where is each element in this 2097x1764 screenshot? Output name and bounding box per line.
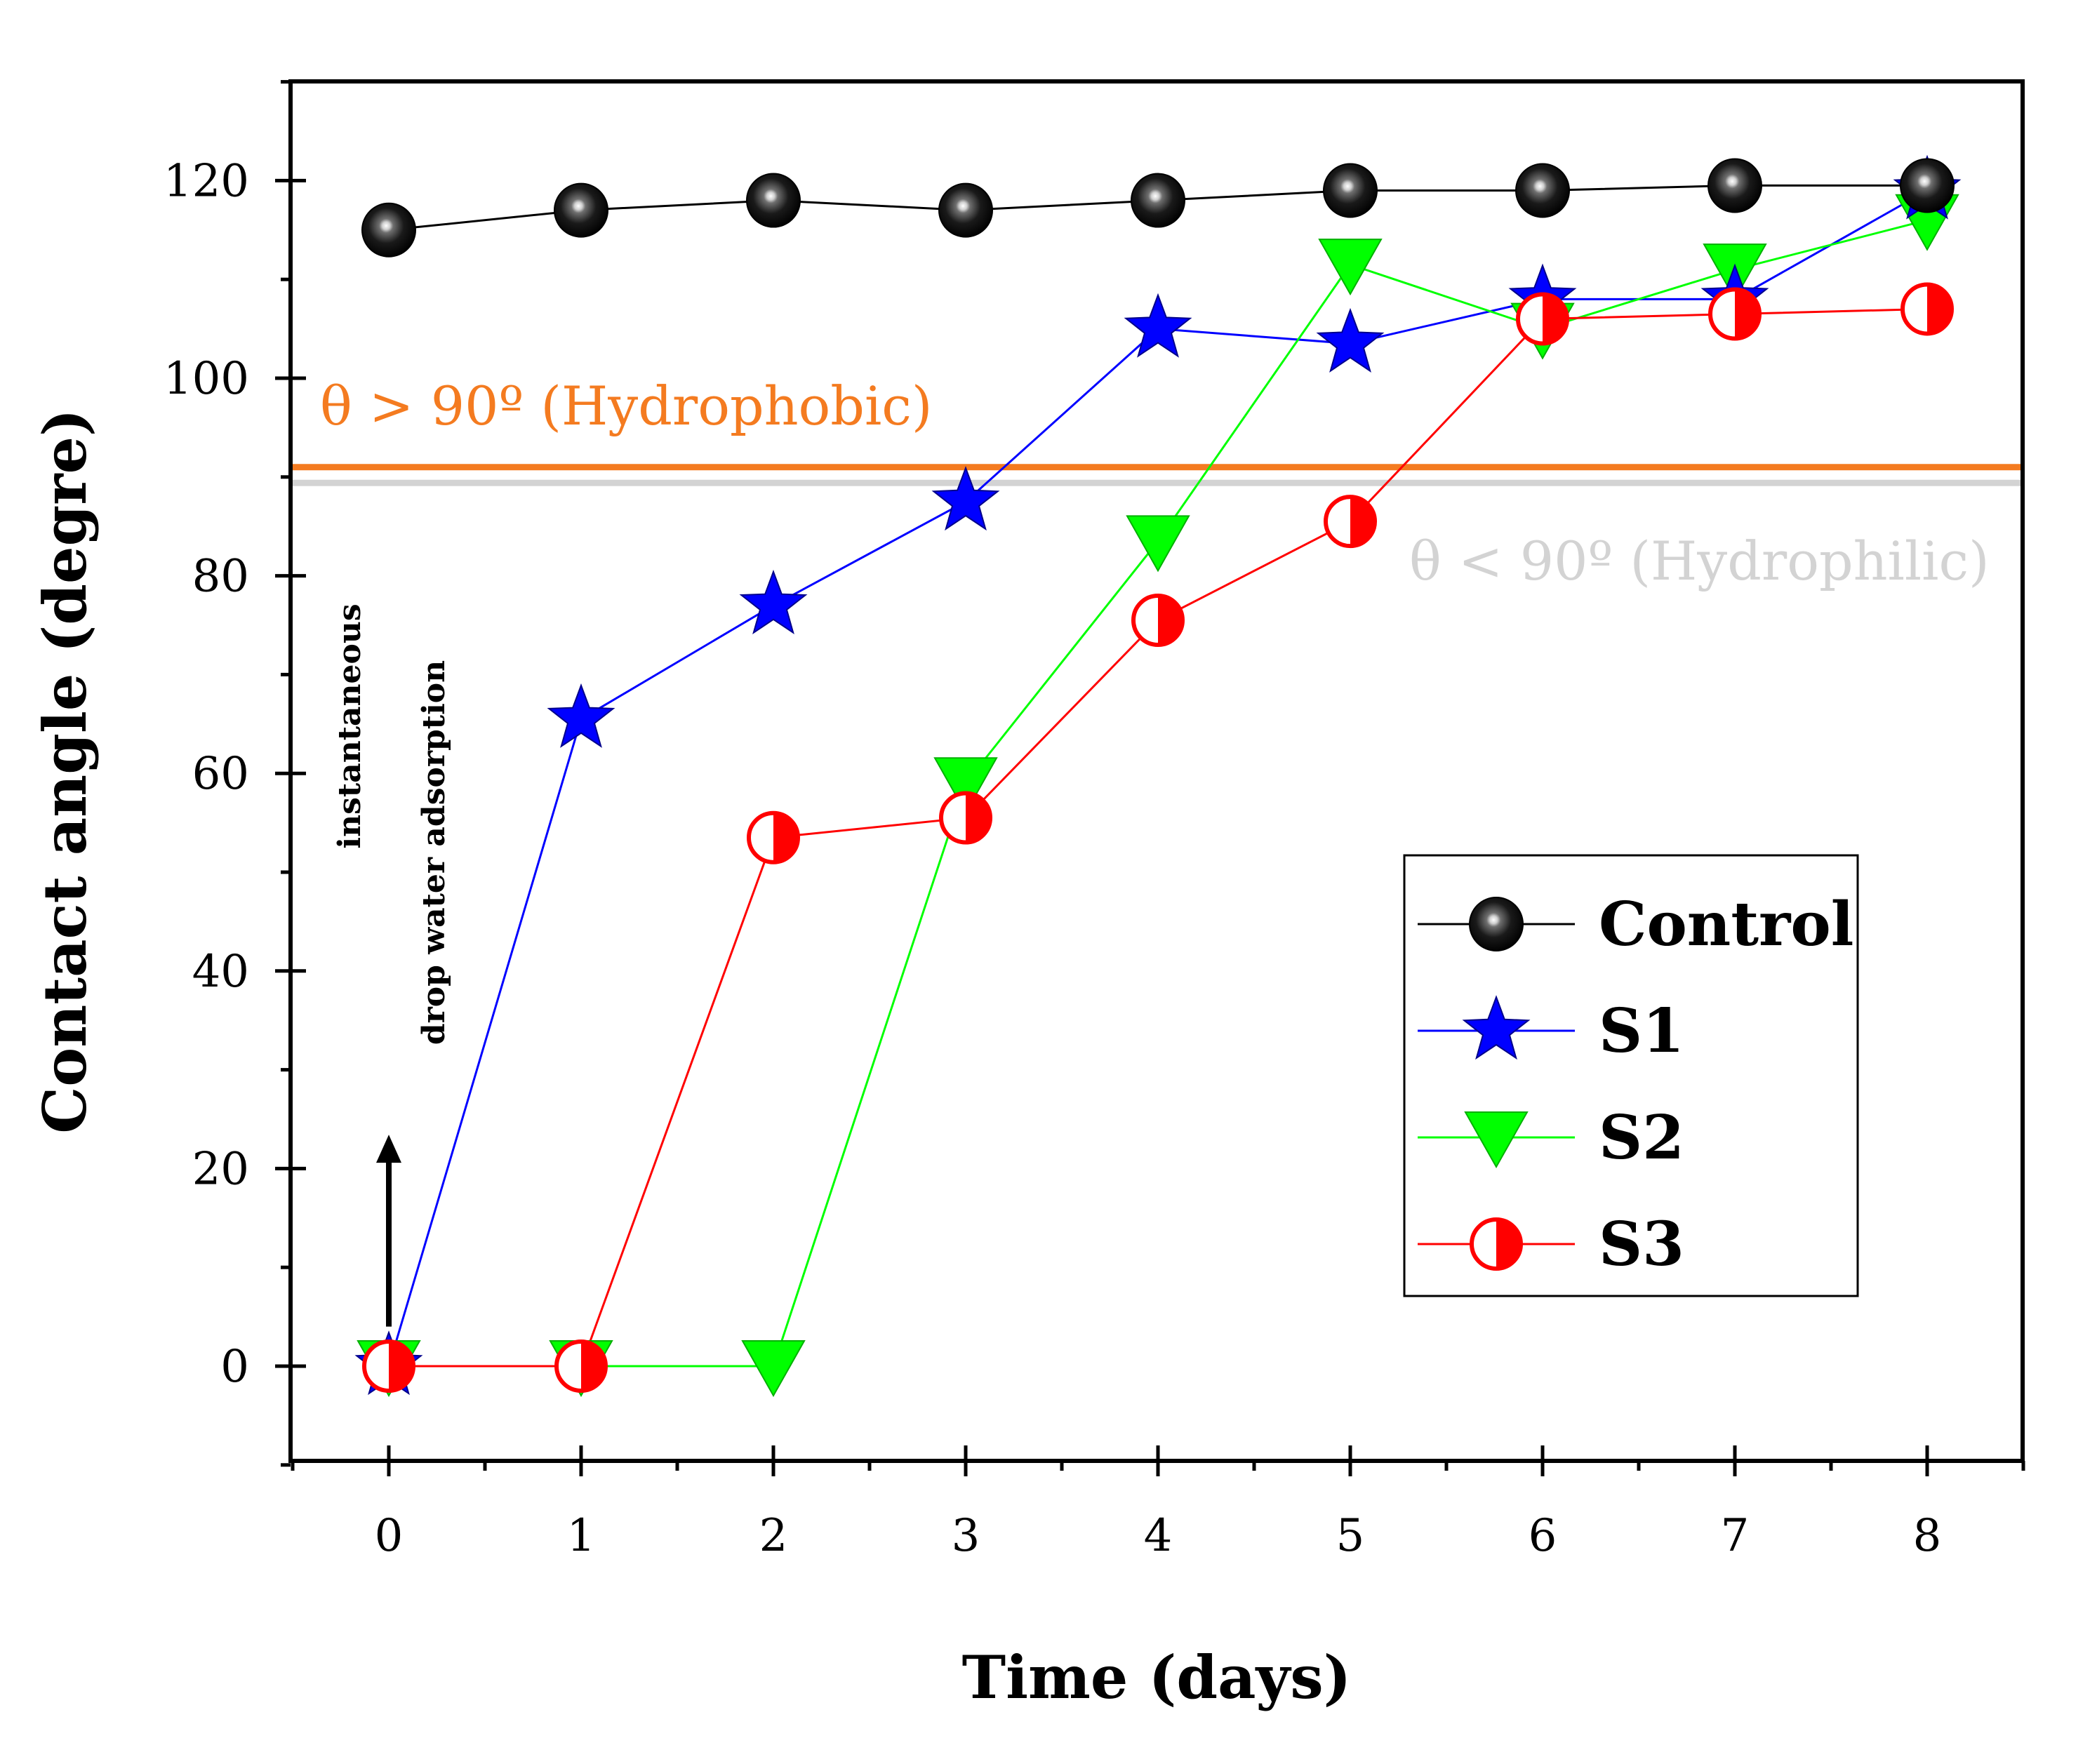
point-control-day-1 [554, 182, 608, 238]
x-tick-label-6: 6 [1529, 1510, 1557, 1562]
y-tick-label-20: 20 [192, 1143, 249, 1195]
point-s3-day-4 [1131, 593, 1185, 647]
point-control-day-7 [1707, 158, 1762, 213]
x-tick-label-2: 2 [759, 1510, 788, 1562]
x-axis-title: Time (days) [962, 1643, 1352, 1712]
point-s3-day-1 [554, 1339, 608, 1393]
x-tick-label-3: 3 [952, 1510, 980, 1562]
hydrophobic-label: θ > 90º (Hydrophobic) [320, 375, 932, 437]
y-tick-label-40: 40 [192, 946, 249, 998]
point-s3-day-6 [1516, 292, 1569, 346]
point-s1-day-3 [931, 466, 1000, 531]
x-tick-label-1: 1 [567, 1510, 596, 1562]
point-s1-day-5 [1316, 307, 1385, 373]
point-s3-day-5 [1324, 495, 1377, 549]
legend-marker-s3 [1470, 1217, 1523, 1271]
legend-label-s2: S2 [1599, 1102, 1684, 1173]
point-s2-day-5 [1318, 239, 1383, 296]
annotation-line-1: instantaneous [332, 603, 368, 848]
point-control-day-5 [1323, 163, 1378, 218]
annotation-line-2: drop water adsorption [416, 660, 452, 1045]
legend-label-s1: S1 [1599, 996, 1684, 1067]
y-tick-label-0: 0 [220, 1341, 249, 1393]
point-s2-day-2 [741, 1340, 806, 1398]
point-control-day-8 [1900, 158, 1955, 213]
point-s1-day-2 [739, 569, 808, 635]
point-s3-day-3 [939, 791, 992, 845]
point-s2-day-3 [933, 757, 998, 815]
point-s3-day-7 [1708, 287, 1762, 341]
point-s3-day-0 [362, 1339, 415, 1393]
point-control-day-3 [938, 182, 993, 238]
annotation-arrow-head [376, 1135, 401, 1163]
point-control-day-2 [746, 173, 801, 228]
point-control-day-6 [1515, 163, 1570, 218]
x-tick-label-4: 4 [1144, 1510, 1173, 1562]
y-tick-label-80: 80 [192, 551, 249, 603]
legend: Control S1 S2 S3 [1403, 854, 1859, 1297]
x-tick-label-0: 0 [375, 1510, 404, 1562]
legend-marker-control [1469, 897, 1524, 951]
point-s1-day-4 [1124, 293, 1192, 358]
x-tick-label-8: 8 [1913, 1510, 1942, 1562]
y-tick-label-120: 120 [164, 155, 249, 207]
legend-marker-s2 [1464, 1111, 1529, 1169]
point-s3-day-8 [1900, 282, 1954, 336]
legend-label-s3: S3 [1599, 1209, 1684, 1280]
y-tick-label-60: 60 [192, 748, 249, 800]
point-s2-day-4 [1126, 515, 1190, 573]
y-axis-title: Contact angle (degre) [30, 408, 100, 1133]
x-tick-label-5: 5 [1336, 1510, 1365, 1562]
legend-label-control: Control [1599, 889, 1853, 960]
point-s3-day-2 [747, 810, 800, 864]
legend-marker-s1 [1462, 995, 1531, 1060]
point-s1-day-1 [547, 683, 615, 748]
hydrophilic-label: θ < 90º (Hydrophilic) [1409, 530, 1990, 592]
point-control-day-4 [1131, 173, 1185, 228]
x-tick-label-7: 7 [1721, 1510, 1750, 1562]
point-control-day-0 [361, 202, 416, 258]
y-tick-label-100: 100 [164, 353, 249, 405]
